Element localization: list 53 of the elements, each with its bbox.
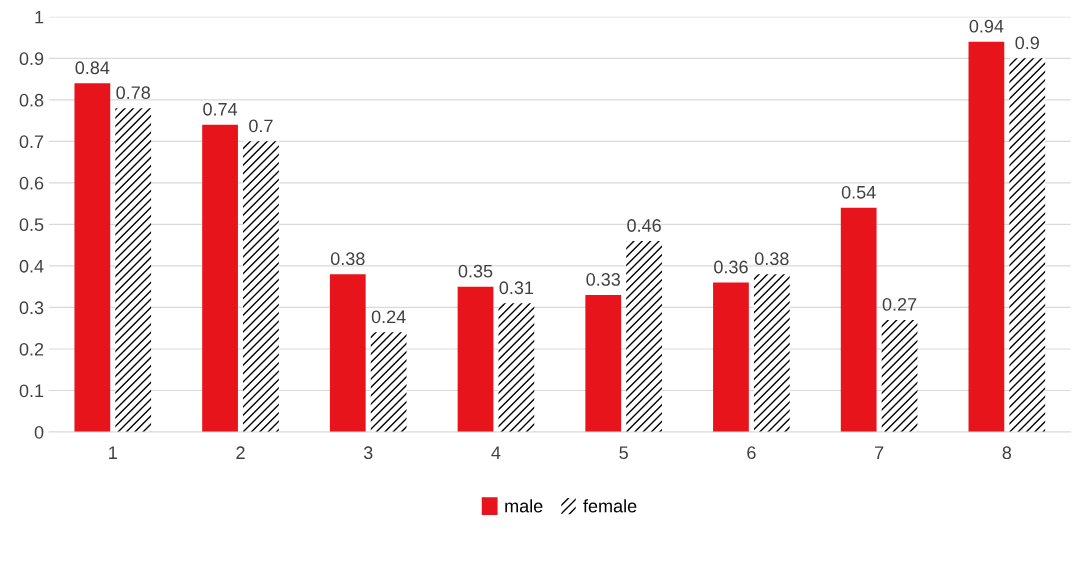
bar [74, 83, 111, 432]
y-tick-label: 1 [35, 10, 44, 24]
bar [329, 274, 366, 432]
y-tick-label: 0.6 [19, 176, 44, 190]
bar [202, 124, 238, 432]
data-label: 0.78 [116, 86, 150, 100]
legend-label: female [583, 499, 637, 513]
data-label: 0.27 [882, 297, 917, 311]
bar [753, 274, 790, 432]
y-tick-label: 0.3 [19, 301, 44, 315]
data-label: 0.33 [586, 273, 621, 286]
data-label: 0.94 [969, 19, 1004, 33]
bar [626, 241, 662, 432]
bar [713, 282, 749, 432]
data-label: 0.9 [1015, 36, 1039, 50]
data-label: 0.35 [458, 264, 493, 278]
x-tick-label: 5 [619, 446, 628, 460]
bar [498, 303, 535, 432]
bar [840, 207, 877, 432]
y-tick-label: 0 [34, 425, 44, 439]
x-tick-label: 1 [109, 446, 117, 459]
data-label: 0.24 [371, 310, 406, 324]
bar [1009, 58, 1046, 432]
x-tick-label: 2 [236, 446, 245, 459]
x-tick-label: 7 [875, 446, 884, 459]
bar [968, 41, 1005, 432]
y-tick-label: 0.1 [19, 384, 44, 398]
bar [881, 319, 918, 432]
x-tick-label: 6 [747, 446, 756, 460]
y-tick-label: 0.8 [19, 93, 44, 107]
data-label: 0.84 [75, 61, 110, 75]
data-label: 0.38 [754, 252, 789, 266]
x-tick-label: 8 [1002, 446, 1012, 460]
y-tick-label: 0.4 [19, 259, 44, 273]
bar [585, 294, 622, 432]
data-label: 0.46 [627, 219, 661, 232]
data-label: 0.36 [714, 260, 748, 274]
bar [457, 286, 494, 432]
data-label: 0.54 [841, 185, 876, 199]
bar [370, 332, 407, 432]
data-label: 0.74 [203, 102, 238, 116]
data-label: 0.38 [330, 252, 365, 266]
bar [243, 141, 279, 432]
y-tick-label: 0.5 [19, 218, 44, 232]
x-tick-label: 4 [491, 446, 501, 459]
y-tick-label: 0.7 [19, 135, 44, 149]
x-tick-label: 3 [363, 446, 373, 460]
legend-label: male [505, 499, 543, 513]
y-tick-label: 0.2 [19, 342, 44, 356]
bar [115, 108, 152, 432]
data-label: 0.7 [249, 119, 273, 133]
y-tick-label: 0.9 [19, 52, 44, 66]
data-label: 0.31 [499, 281, 534, 295]
